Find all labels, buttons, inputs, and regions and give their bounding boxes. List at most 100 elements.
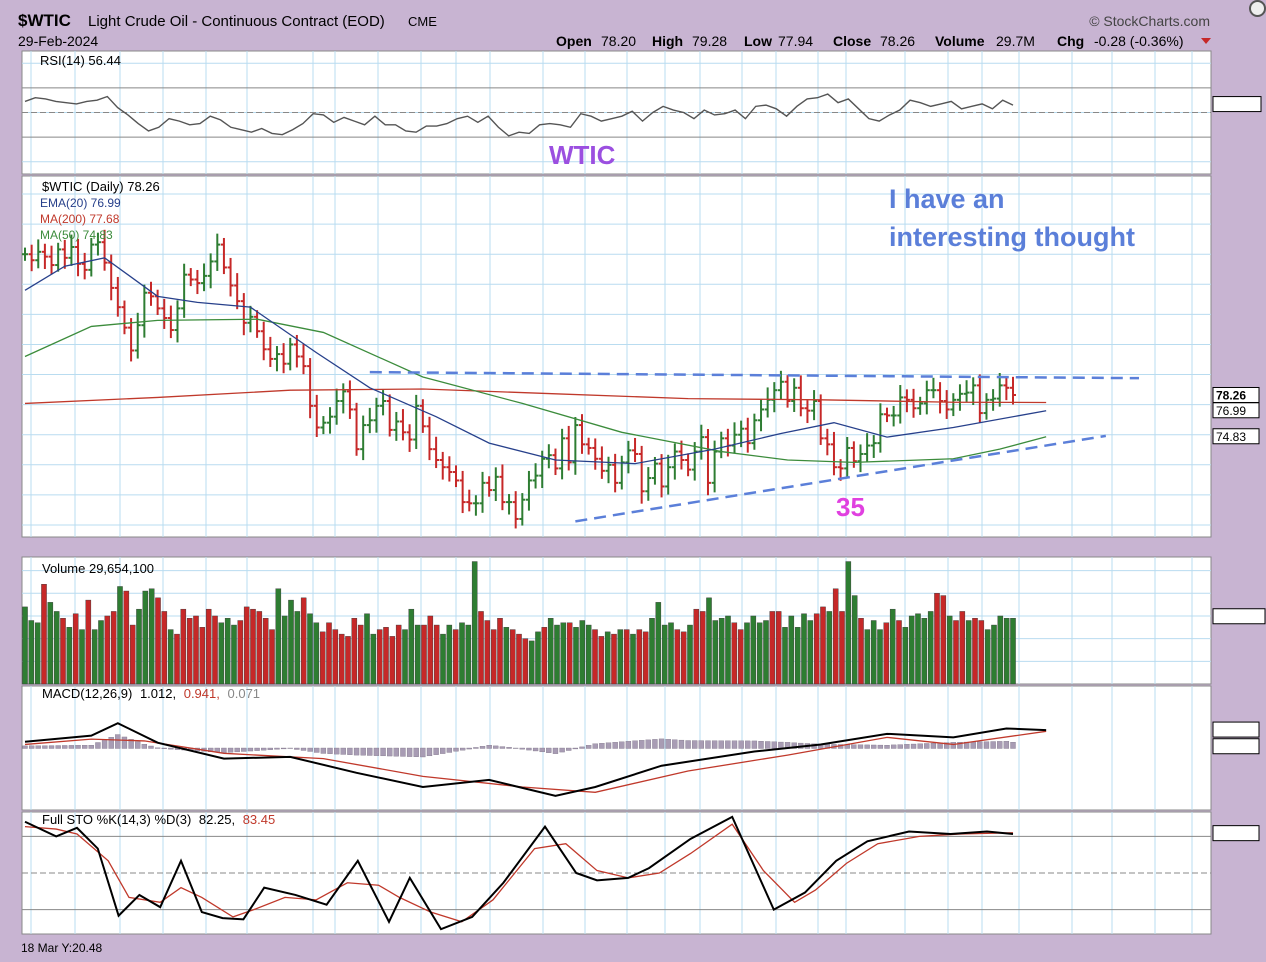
macd-histogram-bar (154, 747, 161, 749)
price-bar (466, 489, 473, 512)
volume-bar (136, 608, 142, 685)
volume-label: Volume (935, 33, 985, 49)
volume-bar (522, 638, 529, 685)
volume-bar (370, 633, 377, 685)
volume-bar (927, 611, 934, 685)
price-bar (141, 284, 148, 338)
price-bar (612, 453, 619, 493)
description: Light Crude Oil - Continuous Contract (E… (88, 13, 385, 30)
macd-histogram-bar (910, 743, 917, 749)
macd-histogram-bar (473, 747, 479, 749)
price-bar (346, 380, 353, 419)
sto-label: Full STO %K(14,3) %D(3) (42, 812, 191, 827)
volume-bar (47, 602, 54, 685)
price-bar (665, 454, 672, 495)
volume-bar (623, 629, 630, 685)
macd-histogram-bar (168, 747, 174, 750)
macd-histogram-bar (42, 745, 48, 749)
volume-bar (655, 602, 662, 685)
volume-bar (756, 622, 763, 685)
price-bar (280, 343, 287, 374)
macd-histogram-bar (559, 747, 565, 753)
macd-histogram-bar (75, 745, 81, 749)
price-bar (333, 388, 340, 425)
macd-histogram-bar (373, 747, 380, 756)
volume-bar (478, 611, 484, 685)
volume-bar (858, 618, 864, 685)
sto-title: Full STO %K(14,3) %D(3) 82.25, 83.45 (42, 812, 275, 827)
rsi-last-box (1212, 96, 1262, 113)
volume-bar (224, 618, 231, 685)
macd-histogram-bar (851, 744, 857, 749)
ma50-legend: MA(50) 74.83 (40, 228, 113, 242)
volume-bar (972, 618, 978, 685)
price-bar (459, 470, 466, 514)
open-value: 78.20 (601, 33, 636, 49)
macd-histogram-bar (227, 747, 234, 753)
price-bar (651, 456, 658, 485)
price-bar (234, 273, 241, 310)
volume-bar (490, 629, 497, 685)
volume-bar (357, 624, 364, 685)
volume-bar (395, 624, 402, 685)
price-bar (917, 396, 924, 415)
macd-label: MACD(12,26,9) (42, 686, 132, 701)
macd-histogram-bar (274, 747, 280, 750)
volume-bar (262, 618, 269, 685)
volume-bar (560, 622, 567, 685)
price-bar (559, 428, 566, 480)
macd-histogram-bar (665, 739, 671, 749)
chg-value: -0.28 (-0.36%) (1094, 33, 1183, 49)
symbol: $WTIC (18, 11, 71, 30)
price-bar (121, 300, 128, 335)
price-bar (625, 440, 632, 474)
macd-histogram-bar (725, 740, 731, 749)
volume-bar (41, 584, 47, 685)
macd-histogram-bar (745, 740, 751, 749)
price-bar (777, 370, 784, 400)
volume-bar (984, 629, 991, 685)
volume-bar (718, 618, 725, 685)
volume-bar (167, 629, 174, 685)
volume-bar (934, 593, 940, 685)
macd-histogram-bar (327, 747, 333, 754)
volume-bar (592, 629, 598, 685)
price-bar (970, 377, 977, 405)
volume-bar (813, 613, 820, 685)
macd-histogram-bar (639, 740, 645, 749)
price-bar (214, 233, 221, 271)
macd-histogram-bar (241, 747, 247, 752)
macd-histogram-bar (632, 740, 638, 749)
cursor-label: 18 Mar Y:20.48 (21, 941, 102, 955)
price-bar (685, 453, 692, 477)
brand-watermark: © StockCharts.com (1089, 13, 1210, 29)
volume-bar (940, 595, 947, 685)
price-bar (340, 383, 347, 414)
macd-histogram-bar (977, 741, 983, 749)
volume-bar (275, 588, 282, 685)
macd-histogram-bar (758, 741, 764, 749)
volume-value: 29.7M (996, 33, 1035, 49)
volume-bar (193, 615, 199, 685)
low-label: Low (744, 33, 772, 49)
price-bar (380, 390, 387, 416)
volume-bar (585, 624, 592, 685)
price-panel (21, 175, 1212, 538)
price-bar (532, 463, 539, 489)
ma50-last-label-box (1212, 428, 1260, 445)
exchange: CME (408, 14, 437, 29)
price-bar (499, 464, 506, 511)
macd-histogram-bar (572, 747, 579, 750)
macd-histogram-bar (161, 747, 167, 749)
volume-title: Volume 29,654,100 (42, 561, 154, 576)
macd-histogram-bar (605, 742, 612, 749)
volume-bar (104, 615, 111, 685)
window-close-button[interactable] (1249, 0, 1266, 17)
price-bar (552, 448, 559, 476)
macd-histogram-bar (718, 740, 724, 749)
high-label: High (652, 33, 683, 49)
price-bar (472, 495, 479, 516)
price-bar (864, 433, 871, 463)
volume-bar (706, 597, 712, 685)
volume-bar (326, 622, 332, 685)
